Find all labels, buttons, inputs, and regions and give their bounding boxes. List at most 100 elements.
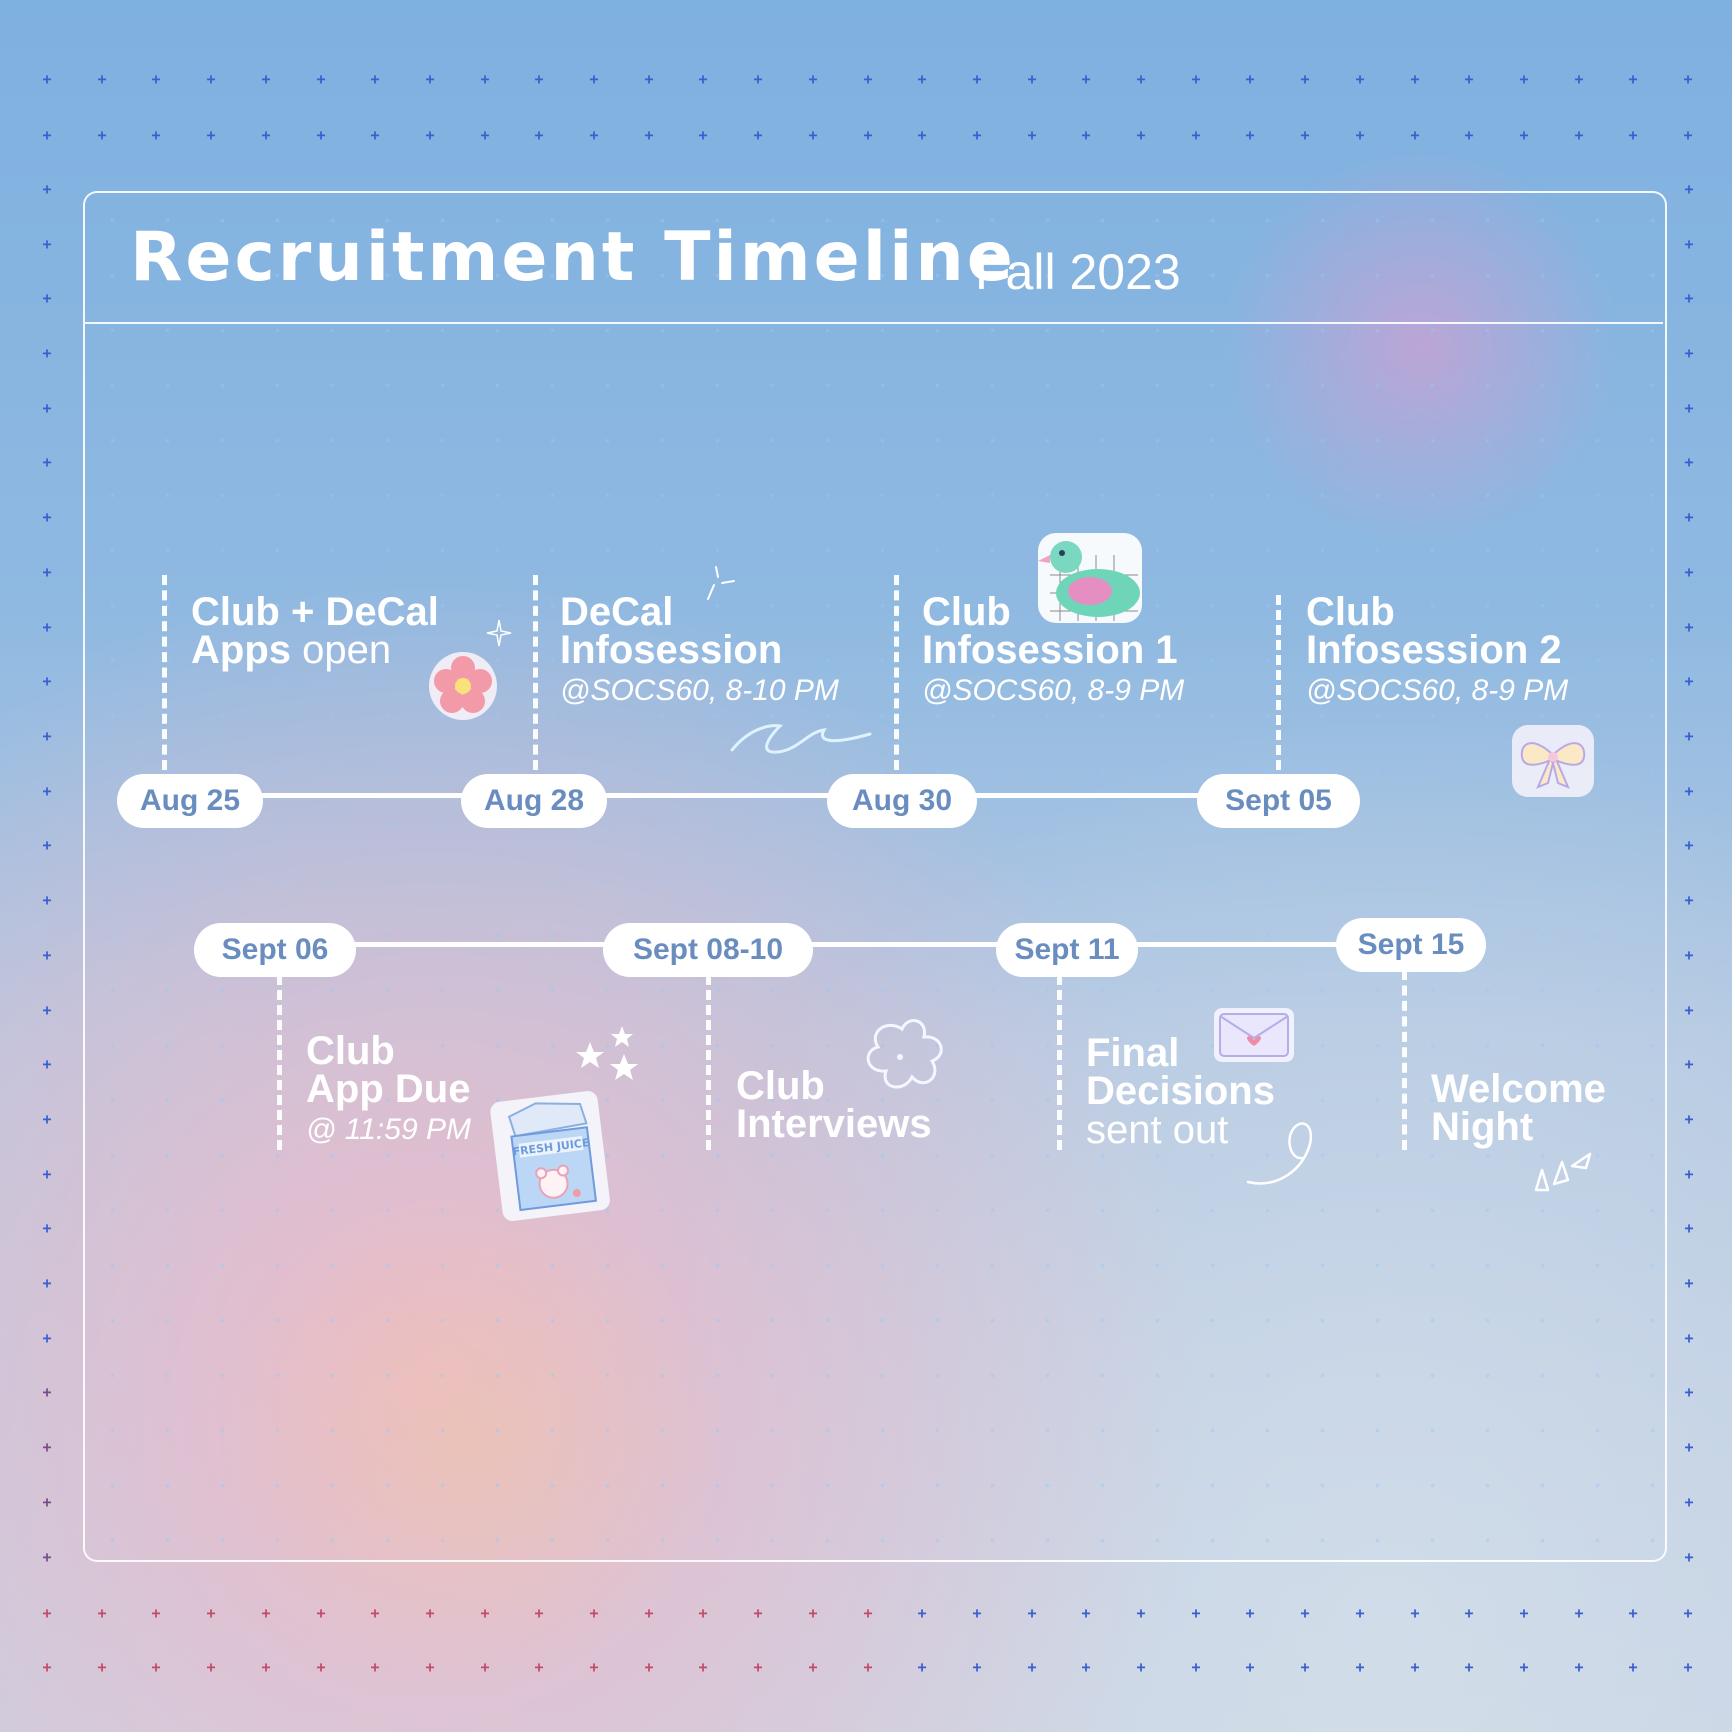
grid-plus-mark: + (1683, 1658, 1693, 1676)
connector-sept-08-10 (706, 975, 711, 1150)
grid-plus-mark: + (1355, 1658, 1365, 1676)
grid-plus-mark: + (206, 1658, 216, 1676)
grid-plus-mark: + (1464, 126, 1474, 144)
date-pill-sept-15: Sept 15 (1336, 918, 1486, 972)
grid-plus-mark: + (644, 1658, 654, 1676)
grid-plus-mark: + (1355, 126, 1365, 144)
grid-plus-mark: + (753, 126, 763, 144)
grid-plus-mark: + (1628, 126, 1638, 144)
grid-plus-mark: + (97, 70, 107, 88)
squiggle-icon (730, 724, 872, 754)
grid-plus-mark: + (1684, 289, 1694, 307)
grid-plus-mark: + (97, 126, 107, 144)
event-club-infosession-2: Club Infosession 2 @SOCS60, 8-9 PM (1306, 590, 1569, 707)
connector-aug-28 (533, 575, 538, 770)
event-apps-open: Club + DeCal Apps open (191, 590, 439, 672)
milk-carton-icon: FRESH JUICE (490, 1091, 610, 1221)
envelope-icon (1214, 1008, 1294, 1062)
grid-plus-mark: + (698, 70, 708, 88)
grid-plus-mark: + (1027, 126, 1037, 144)
grid-plus-mark: + (1410, 1658, 1420, 1676)
grid-plus-mark: + (1519, 1658, 1529, 1676)
grid-plus-mark: + (1684, 672, 1694, 690)
grid-plus-mark: + (1683, 1604, 1693, 1622)
grid-plus-mark: + (1081, 1658, 1091, 1676)
grid-plus-mark: + (534, 126, 544, 144)
grid-plus-mark: + (1684, 891, 1694, 909)
grid-plus-mark: + (1628, 1658, 1638, 1676)
grid-plus-mark: + (589, 1604, 599, 1622)
grid-plus-mark: + (261, 1604, 271, 1622)
grid-plus-mark: + (42, 453, 52, 471)
grid-plus-mark: + (42, 1658, 52, 1676)
grid-plus-mark: + (42, 1055, 52, 1073)
connector-sept-05 (1276, 595, 1281, 770)
date-pill-sept-08-10: Sept 08-10 (603, 923, 813, 977)
sparkle-lines-icon (707, 566, 735, 600)
grid-plus-mark: + (534, 1658, 544, 1676)
date-pill-aug-30: Aug 30 (827, 774, 977, 828)
grid-plus-mark: + (1628, 1604, 1638, 1622)
grid-plus-mark: + (316, 1604, 326, 1622)
grid-plus-mark: + (42, 891, 52, 909)
grid-plus-mark: + (1191, 1658, 1201, 1676)
grid-plus-mark: + (1683, 70, 1693, 88)
grid-plus-mark: + (753, 1604, 763, 1622)
grid-plus-mark: + (425, 1604, 435, 1622)
grid-plus-mark: + (151, 126, 161, 144)
grid-plus-mark: + (1136, 1604, 1146, 1622)
grid-plus-mark: + (425, 126, 435, 144)
grid-plus-mark: + (698, 126, 708, 144)
grid-plus-mark: + (42, 1329, 52, 1347)
swirl-icon (1246, 1122, 1313, 1185)
grid-plus-mark: + (42, 344, 52, 362)
grid-plus-mark: + (1355, 1604, 1365, 1622)
grid-plus-mark: + (808, 1604, 818, 1622)
grid-plus-mark: + (1410, 70, 1420, 88)
grid-plus-mark: + (1574, 1658, 1584, 1676)
timeline-panel (83, 191, 1667, 1562)
grid-plus-mark: + (644, 1604, 654, 1622)
grid-plus-mark: + (370, 70, 380, 88)
stars-icon (576, 1026, 638, 1080)
grid-plus-mark: + (42, 1110, 52, 1128)
grid-plus-mark: + (42, 70, 52, 88)
title-divider (85, 322, 1663, 324)
grid-plus-mark: + (1684, 1165, 1694, 1183)
grid-plus-mark: + (425, 70, 435, 88)
grid-plus-mark: + (261, 126, 271, 144)
grid-plus-mark: + (370, 1604, 380, 1622)
grid-plus-mark: + (1464, 1604, 1474, 1622)
grid-plus-mark: + (1410, 126, 1420, 144)
timeline-track-bottom (260, 942, 1440, 947)
grid-plus-mark: + (863, 126, 873, 144)
date-pill-aug-25: Aug 25 (117, 774, 263, 828)
grid-plus-mark: + (1191, 126, 1201, 144)
grid-plus-mark: + (1684, 618, 1694, 636)
grid-plus-mark: + (480, 1604, 490, 1622)
grid-plus-mark: + (42, 782, 52, 800)
grid-plus-mark: + (1684, 1329, 1694, 1347)
grid-plus-mark: + (1081, 70, 1091, 88)
grid-plus-mark: + (42, 1219, 52, 1237)
grid-plus-mark: + (808, 1658, 818, 1676)
grid-plus-mark: + (1684, 782, 1694, 800)
event-decal-infosession: DeCal Infosession @SOCS60, 8-10 PM (560, 590, 839, 707)
grid-plus-mark: + (206, 126, 216, 144)
grid-plus-mark: + (698, 1658, 708, 1676)
grid-plus-mark: + (261, 70, 271, 88)
grid-plus-mark: + (972, 1604, 982, 1622)
grid-plus-mark: + (917, 1604, 927, 1622)
grid-plus-mark: + (480, 1658, 490, 1676)
grid-plus-mark: + (589, 126, 599, 144)
event-club-interviews: Club Interviews (736, 1064, 932, 1146)
grid-plus-mark: + (370, 126, 380, 144)
grid-plus-mark: + (1684, 1219, 1694, 1237)
grid-plus-mark: + (151, 1604, 161, 1622)
grid-plus-mark: + (42, 836, 52, 854)
grid-plus-mark: + (1300, 1658, 1310, 1676)
grid-plus-mark: + (97, 1658, 107, 1676)
grid-plus-mark: + (1136, 126, 1146, 144)
